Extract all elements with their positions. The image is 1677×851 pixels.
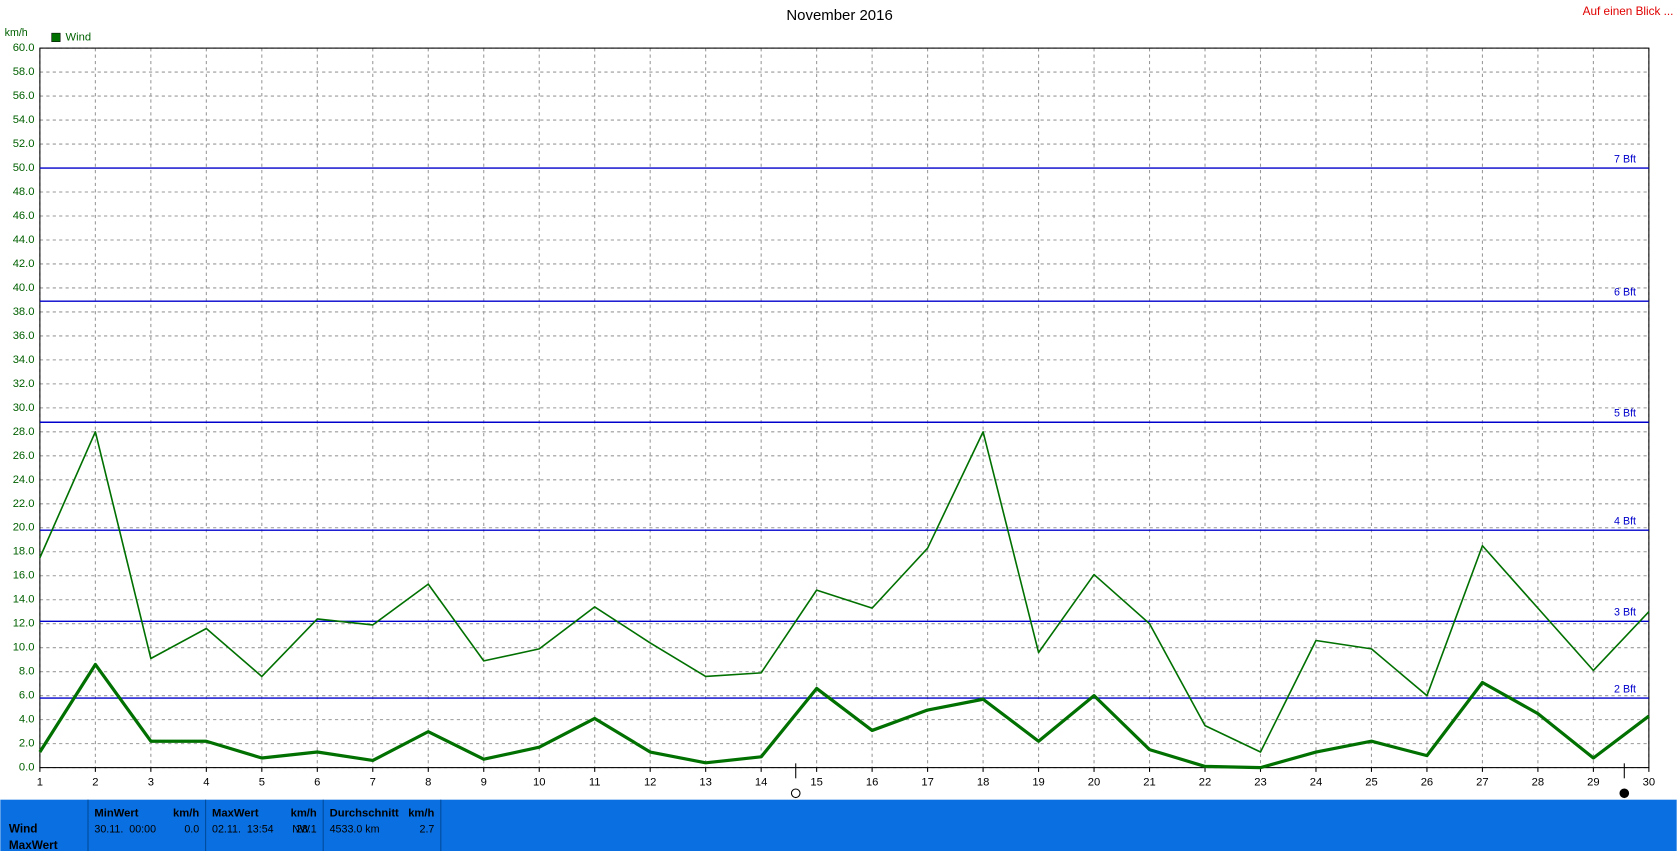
x-tick-label: 9: [481, 777, 487, 789]
x-tick-label: 11: [589, 777, 601, 789]
cell: 2.7: [420, 823, 435, 835]
y-tick-label: 18.0: [13, 546, 35, 558]
column-unit: km/h: [291, 808, 317, 820]
x-tick-label: 4: [203, 777, 209, 789]
y-tick-label: 44.0: [13, 234, 35, 246]
y-tick-label: 60.0: [13, 42, 35, 54]
cell: 28.1: [296, 823, 317, 835]
x-tick-label: 7: [370, 777, 376, 789]
x-tick-label: 18: [977, 777, 989, 789]
x-tick-label: 29: [1587, 777, 1599, 789]
y-tick-label: 2.0: [19, 738, 35, 750]
y-unit: km/h: [5, 27, 28, 39]
x-tick-label: 26: [1421, 777, 1433, 789]
y-tick-label: 16.0: [13, 570, 35, 582]
x-tick-label: 20: [1088, 777, 1100, 789]
row-label: MaxWert: [9, 839, 58, 851]
x-tick-label: 15: [810, 777, 822, 789]
x-tick-label: 6: [314, 777, 320, 789]
y-tick-label: 24.0: [13, 474, 35, 486]
y-tick-label: 56.0: [13, 90, 35, 102]
y-tick-label: 46.0: [13, 210, 35, 222]
icons: [790, 763, 1630, 799]
reference-label: 4 Bft: [1614, 515, 1636, 527]
y-tick-label: 38.0: [13, 306, 35, 318]
cell: 30.11. 00:00: [94, 823, 156, 835]
y-tick-label: 36.0: [13, 330, 35, 342]
x-tick-label: 12: [644, 777, 656, 789]
y-tick-label: 20.0: [13, 522, 35, 534]
y-tick-label: 48.0: [13, 186, 35, 198]
series-line: [39, 431, 1650, 753]
chart-title: November 2016: [786, 7, 892, 24]
row-label: Wind: [9, 823, 38, 836]
y-tick-label: 52.0: [13, 138, 35, 150]
x-tick-label: 3: [148, 777, 154, 789]
column-header: MaxWert: [212, 808, 259, 820]
legend-label: Wind: [66, 31, 92, 43]
y-tick-label: 14.0: [13, 594, 35, 606]
x-tick-label: 22: [1199, 777, 1211, 789]
cell: 02.11. 13:54: [212, 823, 274, 835]
x-tick-label: 14: [755, 777, 767, 789]
y-tick-label: 42.0: [13, 258, 35, 270]
x-tick-label: 8: [425, 777, 431, 789]
y-tick-label: 6.0: [19, 690, 35, 702]
x-tick-label: 24: [1310, 777, 1322, 789]
column-unit: km/h: [408, 808, 434, 820]
cell: NW: [292, 823, 311, 835]
y-tick-label: 4.0: [19, 714, 35, 726]
x-tick-label: 2: [92, 777, 98, 789]
x-tick-label: 30: [1643, 777, 1655, 789]
x-tick-label: 19: [1032, 777, 1044, 789]
column-header: Durchschnitt: [330, 808, 399, 820]
y-tick-label: 12.0: [13, 618, 35, 630]
y-tick-label: 28.0: [13, 426, 35, 438]
x-tick-label: 27: [1476, 777, 1488, 789]
y-tick-label: 26.0: [13, 450, 35, 462]
grid: [39, 47, 1650, 769]
x-tick-label: 13: [699, 777, 711, 789]
reference-label: 3 Bft: [1614, 607, 1636, 619]
y-tick-label: 8.0: [19, 666, 35, 678]
x-tick-label: 25: [1365, 777, 1377, 789]
y-tick-label: 22.0: [13, 498, 35, 510]
y-tick-label: 34.0: [13, 354, 35, 366]
x-tick-label: 17: [921, 777, 933, 789]
y-tick-label: 54.0: [13, 114, 35, 126]
y-tick-label: 30.0: [13, 402, 35, 414]
link[interactable]: Auf einen Blick ...: [1583, 5, 1674, 18]
y-tick-label: 40.0: [13, 282, 35, 294]
y-tick-label: 32.0: [13, 378, 35, 390]
column-unit: km/h: [173, 808, 199, 820]
plot-frame: [39, 47, 1650, 769]
series-line: [38, 662, 1650, 770]
reference-label: 2 Bft: [1614, 683, 1636, 695]
x-tick-label: 16: [866, 777, 878, 789]
x-tick-label: 1: [37, 777, 43, 789]
x-tick-label: 28: [1532, 777, 1544, 789]
legend-swatch: [51, 32, 61, 42]
reference-label: 5 Bft: [1614, 408, 1636, 420]
y-tick-label: 0.0: [19, 762, 35, 774]
reference-label: 7 Bft: [1614, 153, 1636, 165]
x-tick-label: 10: [533, 777, 545, 789]
cell: 0.0: [184, 823, 199, 835]
cell: 4533.0 km: [330, 823, 380, 835]
x-tick-label: 21: [1143, 777, 1155, 789]
column-header: MinWert: [94, 808, 138, 820]
summary-panel: [0, 799, 1677, 851]
x-tick-label: 5: [259, 777, 265, 789]
y-tick-label: 10.0: [13, 642, 35, 654]
reference-label: 6 Bft: [1614, 286, 1636, 298]
x-tick-label: 23: [1254, 777, 1266, 789]
y-tick-label: 58.0: [13, 66, 35, 78]
y-tick-label: 50.0: [13, 162, 35, 174]
